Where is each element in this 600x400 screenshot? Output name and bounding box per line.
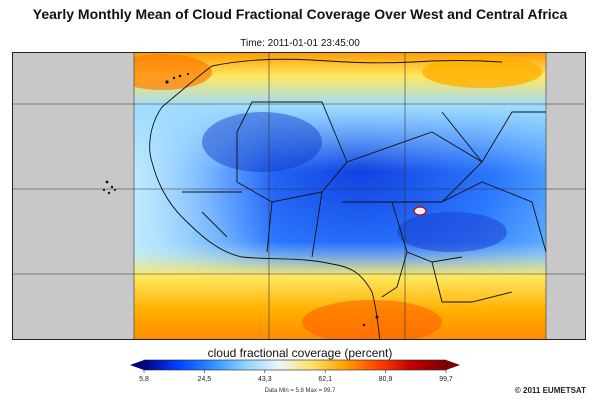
cloud-coverage-map [12,52,586,340]
lake-chad-marker [413,206,427,216]
colorbar-tick-label: 80,9 [379,376,393,383]
colorbar-gradient [143,359,447,371]
map-title: Yearly Monthly Mean of Cloud Fractional … [32,6,568,22]
cloud-field [134,52,546,340]
colorbar-tick-label: 99,7 [439,376,453,383]
country-borders [149,58,547,340]
timestamp: Time: 2011-01-01 23:45:00 [240,38,360,49]
colorbar-tick-label: 5,8 [139,376,149,383]
colorbar-max-arrow [446,360,460,370]
colorbar-tick-label: 43,3 [258,376,272,383]
island-markers [102,72,379,327]
colorbar-tick-label: 24,5 [198,376,212,383]
latlon-grid [12,52,586,340]
colorbar-tick-label: 62,1 [318,376,332,383]
colorbar-min-arrow [130,360,144,370]
map-frame [12,52,586,340]
colorbar: 5,8 24,5 43,3 62,1 80,9 99,7 [130,359,460,383]
colorbar-title: cloud fractional coverage (percent) [207,346,393,360]
copyright-text: © 2011 EUMETSAT [514,386,586,395]
data-min-max-label: Data Min = 5.8 Max = 99.7 [264,388,336,394]
